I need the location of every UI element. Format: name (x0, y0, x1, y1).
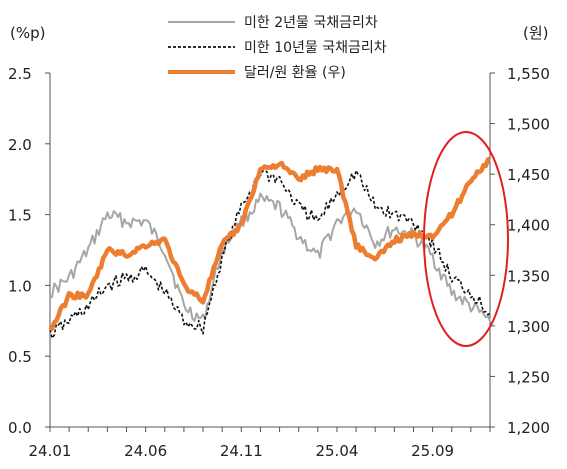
right-tick-label: 1,350 (507, 267, 550, 285)
left-tick-label: 2.5 (8, 65, 32, 83)
legend-label-fx: 달러/원 환율 (우) (244, 65, 346, 81)
right-tick-label: 1,550 (507, 65, 550, 83)
legend-label-10y: 미한 10년물 국채금리차 (244, 40, 387, 56)
x-tick-label: 24.01 (29, 442, 72, 460)
series-line-1 (49, 169, 491, 339)
legend: 미한 2년물 국채금리차 미한 10년물 국채금리차 달러/원 환율 (우) (168, 15, 387, 81)
legend-label-2y: 미한 2년물 국채금리차 (244, 15, 378, 31)
right-axis-unit: (원) (523, 24, 549, 42)
right-tick-label: 1,500 (507, 116, 550, 134)
series-line-2 (48, 156, 491, 332)
right-tick-label: 1,250 (507, 368, 550, 386)
right-tick-label: 1,400 (507, 217, 550, 235)
right-tick-label: 1,200 (507, 419, 550, 437)
axes: 0.0 0.5 1.0 1.5 2.0 2.5 1,200 1,250 1,300 1,350 1,… (8, 65, 550, 460)
left-tick-label: 1.5 (8, 207, 32, 225)
left-tick-label: 0.5 (8, 348, 32, 366)
plot-area (48, 156, 491, 339)
highlight-ellipse (423, 131, 509, 347)
left-axis-unit: (%p) (10, 24, 45, 42)
right-tick-label: 1,450 (507, 166, 550, 184)
series-line-0 (49, 192, 491, 322)
left-tick-label: 2.0 (8, 136, 32, 154)
right-tick-label: 1,300 (507, 318, 550, 336)
x-tick-label: 24.06 (124, 442, 167, 460)
x-tick-label: 25.09 (411, 442, 454, 460)
x-tick-label: 24.11 (220, 442, 263, 460)
x-tick-label: 25.04 (315, 442, 358, 460)
left-tick-label: 1.0 (8, 277, 32, 295)
left-tick-label: 0.0 (8, 419, 32, 437)
